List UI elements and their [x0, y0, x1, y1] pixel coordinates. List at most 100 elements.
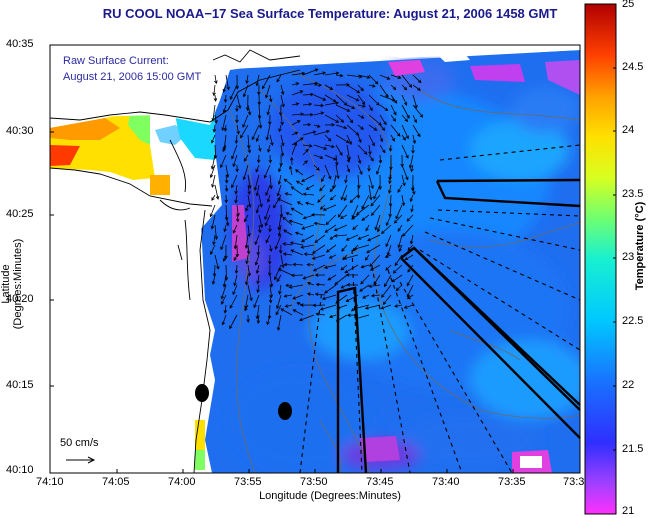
- current-vector-head: [352, 226, 356, 230]
- current-vector: [390, 74, 401, 79]
- current-vector: [247, 184, 250, 195]
- current-vector-head: [329, 196, 334, 201]
- current-vector-head: [323, 265, 328, 269]
- current-vector-head: [402, 233, 406, 237]
- current-vector-head: [315, 312, 320, 316]
- current-vector-head: [382, 149, 386, 154]
- current-vector-head: [365, 257, 369, 261]
- current-vector-head: [376, 171, 380, 175]
- current-vector-head: [359, 288, 363, 292]
- current-vector-head: [255, 209, 260, 214]
- current-vector: [324, 154, 337, 161]
- current-vector: [313, 124, 321, 128]
- current-vector: [335, 94, 348, 106]
- current-vector: [267, 104, 271, 115]
- current-vector-head: [309, 144, 313, 148]
- current-vector: [343, 254, 359, 260]
- current-vector: [346, 104, 355, 109]
- current-vector-head: [376, 228, 381, 233]
- current-vector-head: [288, 165, 293, 170]
- current-vector-head: [367, 237, 371, 242]
- current-vector-head: [295, 180, 300, 184]
- current-vector-head: [307, 281, 311, 286]
- current-vector: [394, 304, 403, 307]
- current-vector-head: [374, 226, 378, 231]
- current-vector-head: [312, 250, 316, 254]
- colorbar-tick: 24.5: [622, 61, 644, 73]
- current-vector-head: [295, 169, 299, 173]
- current-vector-head: [311, 212, 315, 217]
- current-vector-head: [294, 131, 299, 136]
- current-vector-head: [216, 265, 220, 270]
- current-vector-head: [285, 212, 290, 216]
- current-vector: [365, 304, 381, 309]
- current-vector-head: [406, 293, 411, 298]
- current-vector: [224, 224, 227, 232]
- current-vector-head: [360, 126, 364, 130]
- current-vector: [346, 294, 359, 302]
- colorbar-label: Temperature (°C): [634, 201, 646, 291]
- current-vector-head: [392, 86, 397, 91]
- current-vector: [265, 234, 271, 243]
- current-vector-head: [353, 306, 357, 310]
- current-vector: [225, 94, 227, 103]
- current-vector: [289, 284, 304, 288]
- current-vector-head: [276, 305, 280, 310]
- current-vector: [368, 74, 379, 85]
- current-vector: [247, 194, 251, 208]
- current-vector-head: [345, 298, 350, 302]
- x-axis-label: Longitude (Degrees:Minutes): [259, 490, 401, 502]
- current-vector-head: [246, 250, 251, 255]
- current-vector: [357, 164, 363, 175]
- current-vector: [243, 84, 249, 97]
- current-vector-head: [339, 215, 344, 219]
- current-vector-head: [384, 254, 389, 258]
- current-vector: [368, 104, 373, 111]
- current-vector-head: [282, 252, 287, 256]
- current-vector: [367, 234, 381, 241]
- current-vector-head: [289, 241, 294, 245]
- current-vector: [255, 254, 260, 266]
- current-vector: [401, 124, 409, 139]
- current-vector: [211, 214, 216, 229]
- current-vector-head: [369, 263, 373, 268]
- current-vector-head: [254, 261, 259, 266]
- current-vector-head: [301, 226, 306, 230]
- current-vector: [236, 204, 239, 217]
- current-vector: [303, 193, 315, 196]
- current-vector: [232, 284, 238, 295]
- current-vector-head: [232, 163, 236, 168]
- current-vector: [245, 294, 249, 309]
- current-vector-head: [265, 94, 269, 99]
- current-vector: [222, 114, 227, 131]
- current-vector: [214, 144, 217, 159]
- current-vector: [264, 204, 271, 220]
- current-vector: [243, 164, 249, 180]
- current-vector: [401, 84, 407, 91]
- current-vector-head: [242, 93, 247, 98]
- current-vector: [269, 134, 273, 146]
- current-vector: [283, 178, 293, 186]
- current-vector: [283, 253, 293, 256]
- current-vector: [291, 274, 304, 276]
- current-vector: [324, 114, 339, 123]
- current-vector-head: [393, 111, 397, 116]
- current-vector-head: [277, 226, 281, 231]
- current-vector: [412, 184, 415, 195]
- current-vector: [407, 244, 414, 251]
- current-vector-head: [370, 185, 374, 190]
- current-vector: [401, 104, 410, 119]
- current-vector-head: [319, 155, 324, 159]
- colorbar-tick: 21.5: [622, 443, 644, 455]
- current-vector-head: [319, 206, 324, 210]
- current-vector-head: [214, 80, 218, 85]
- current-vector-head: [391, 138, 395, 142]
- current-vector: [351, 204, 359, 219]
- current-vector: [404, 304, 414, 309]
- current-vector-head: [273, 204, 277, 209]
- current-vector: [254, 234, 260, 245]
- current-vector-head: [353, 246, 357, 251]
- current-vector-head: [318, 83, 323, 87]
- current-vector-head: [313, 221, 318, 226]
- current-vector-head: [213, 98, 218, 102]
